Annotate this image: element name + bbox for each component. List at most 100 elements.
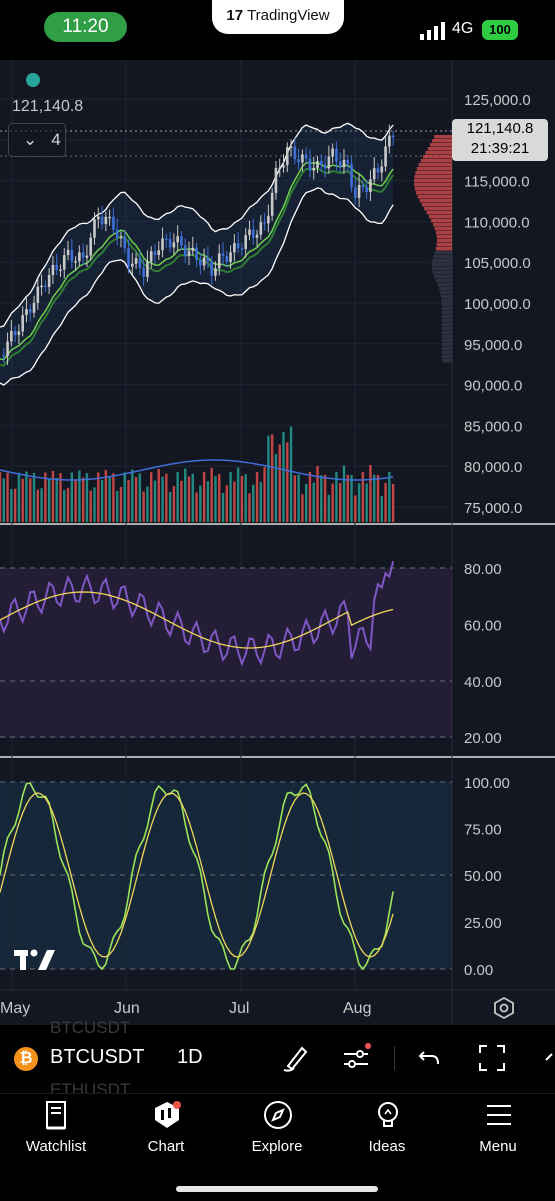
bitcoin-icon: ₿ [14,1047,38,1071]
candle-body [191,247,195,251]
volume-profile-bar [433,223,452,227]
candle-body [236,243,240,249]
candle-body [331,148,334,157]
signal-icon [420,22,445,40]
volume-bar [297,474,300,522]
volume-bar [380,495,383,522]
volume-profile-bar [441,307,452,311]
candle-body [320,161,323,165]
volume-bar [66,487,70,522]
indicators-icon[interactable] [340,1042,372,1074]
rsi-axis-label: 20.00 [464,730,502,747]
chart-settings-icon[interactable] [492,996,516,1020]
volume-bar [112,473,115,522]
candle-body [51,264,55,276]
volume-profile-bar [435,279,452,283]
candle-body [25,309,28,316]
volume-bar [85,473,89,522]
price-axis-label: 115,000.0 [464,174,530,191]
volume-bar [59,473,62,522]
volume-profile-bar [433,255,452,259]
menu-icon [487,1105,511,1125]
volume-bar [13,488,17,522]
volume-bar [263,466,266,522]
volume-bar [180,480,183,522]
tradingview-logo-icon: 17 [226,7,244,24]
rsi-line [0,560,395,667]
rsi-axis-label: 60.00 [464,618,502,635]
volume-profile-bar [425,151,452,155]
volume-profile-bar [426,211,452,215]
volume-profile-bar [418,163,452,167]
candle-body [308,158,312,171]
status-time: 11:20 [44,12,127,42]
candle-body [285,147,289,166]
volume-bar [191,473,194,522]
volume-bar [63,490,66,522]
candle-body [214,268,217,276]
bottom-nav [0,1093,555,1201]
volume-bar [10,489,13,522]
candle-body [89,237,93,256]
candle-body [138,258,142,268]
volume-profile-bar [423,155,452,159]
brush-icon[interactable] [280,1042,312,1074]
volume-profile-bar [414,183,452,187]
candle-body [6,341,9,357]
candle-body [55,264,58,271]
candle-body [335,148,338,162]
indicator-collapse-button[interactable]: ⌄ 4 [8,123,66,157]
volume-bar [331,483,334,522]
candle-body [346,159,350,164]
candle-body [21,315,24,332]
volume-bar [384,482,387,522]
home-indicator [176,1186,378,1192]
volume-profile-bar [431,219,452,223]
undo-icon[interactable] [414,1042,446,1074]
toolbar-divider [394,1046,395,1070]
chart-canvas[interactable]: 125,000.0120,000.0115,000.0110,000.0105,… [0,60,555,1025]
volume-profile-bar [437,283,452,287]
volume-profile-bar [431,263,452,267]
symbol-button[interactable]: BTCUSDT [50,1046,145,1068]
volume-profile-bar [442,351,452,355]
volume-bar [335,472,338,522]
candle-body [251,229,255,238]
volume-bar [115,491,119,522]
volume-profile-bar [414,179,452,183]
volume-bar [161,476,164,522]
more-icon[interactable] [540,1042,555,1074]
candle-body [338,161,342,168]
market-status-dot [26,73,40,87]
candle-body [66,249,70,256]
last-price-tag: 121,140.8 21:39:21 [452,119,548,161]
candle-body [187,250,191,256]
candle-body [369,179,372,192]
volume-bar [195,492,198,522]
candle-body [100,216,104,225]
volume-bar [339,483,342,522]
volume-bar [376,475,380,522]
volume-profile-bar [424,207,452,211]
candle-body [323,164,327,169]
candle-body [342,159,346,168]
interval-button[interactable]: 1D [177,1046,203,1068]
volume-profile-bar [441,303,452,307]
volume-bar [184,468,187,522]
candle-body [391,135,395,138]
fullscreen-icon[interactable] [476,1042,508,1074]
volume-bar [146,486,149,522]
volume-profile-bar [434,275,452,279]
volume-bar [229,472,232,522]
volume-bar [365,483,368,522]
compass-icon [264,1101,292,1129]
candle-body [78,252,81,262]
candle-body [142,267,145,277]
battery-indicator: 100 [482,20,518,40]
bar-countdown: 21:39:21 [470,140,530,157]
stoch-axis-label: 75.00 [464,822,502,839]
volume-profile-bar [416,167,452,171]
volume-bar [202,472,206,522]
volume-profile-bar [441,299,452,303]
candle-body [312,167,316,171]
